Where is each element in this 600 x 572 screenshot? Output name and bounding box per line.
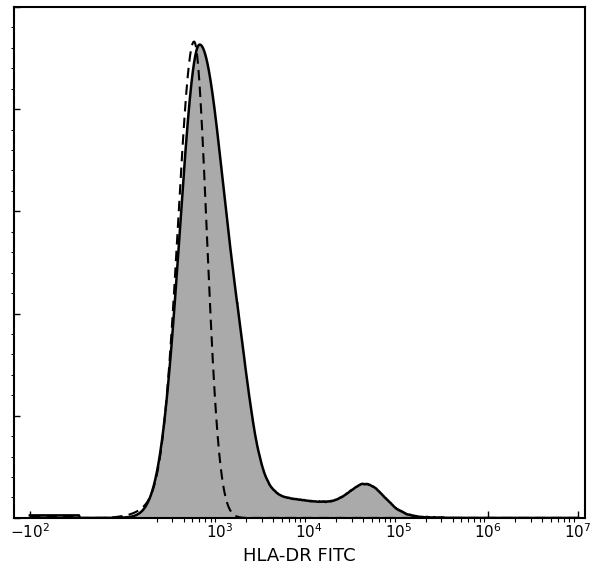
X-axis label: HLA-DR FITC: HLA-DR FITC <box>243 547 356 565</box>
